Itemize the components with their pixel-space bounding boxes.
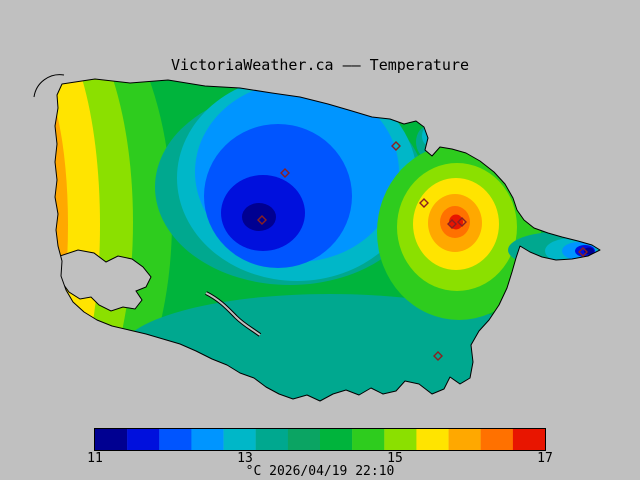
colorbar-tick-17: 17 <box>537 451 553 466</box>
colorbar-segment <box>416 429 449 450</box>
colorbar-tick-13: 13 <box>237 451 253 466</box>
colorbar-border <box>94 428 546 451</box>
colorbar-segment <box>95 429 128 450</box>
colorbar-segment <box>127 429 160 450</box>
station-marker <box>457 217 467 227</box>
colorbar-segment <box>287 429 321 450</box>
station-marker <box>419 198 429 208</box>
page-title: VictoriaWeather.ca —— Temperature <box>171 56 469 74</box>
colorbar: 11 13 15 17 °C 2026/04/19 22:10 <box>87 428 553 479</box>
colorbar-tick-15: 15 <box>387 451 403 466</box>
colorbar-segment <box>223 429 256 450</box>
colorbar-segment <box>191 429 224 450</box>
colorbar-segment <box>320 429 353 450</box>
colorbar-segment <box>255 429 288 450</box>
narrow-channel-water <box>205 292 261 336</box>
west-inlet-basin <box>55 249 152 312</box>
colorbar-segment <box>480 429 513 450</box>
colorbar-segment <box>512 429 546 450</box>
station-marker <box>447 219 457 229</box>
colorbar-segment <box>159 429 192 450</box>
warm-max-red-core <box>449 214 463 230</box>
station-marker <box>433 351 443 361</box>
cold-pool-navy-core <box>242 203 276 231</box>
colorbar-segment <box>448 429 481 450</box>
colorbar-tick-11: 11 <box>87 451 103 466</box>
station-marker <box>257 215 267 225</box>
station-marker <box>280 168 290 178</box>
station-markers <box>257 141 588 361</box>
coastline <box>54 78 601 402</box>
station-marker <box>391 141 401 151</box>
station-marker <box>578 247 588 257</box>
boundary-arc <box>33 74 65 98</box>
colorbar-segment <box>384 429 417 450</box>
colorbar-caption: °C 2026/04/19 22:10 <box>246 464 395 479</box>
colorbar-segment <box>352 429 385 450</box>
